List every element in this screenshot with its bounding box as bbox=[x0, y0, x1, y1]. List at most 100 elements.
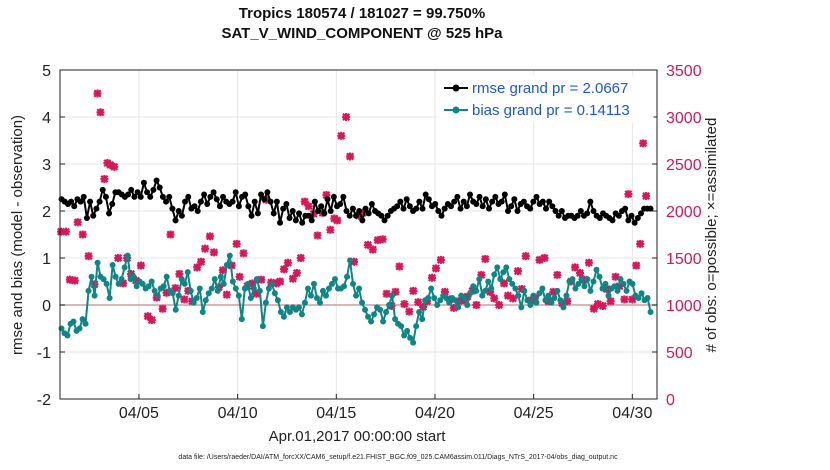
legend: rmse grand pr = 2.0667 bias grand pr = 0… bbox=[437, 75, 654, 123]
bias-point bbox=[614, 287, 621, 294]
rmse-point bbox=[406, 203, 413, 210]
bias-point bbox=[428, 285, 435, 292]
bias-point bbox=[488, 285, 495, 292]
obs-assimilated-marker bbox=[166, 230, 175, 239]
rmse-point bbox=[365, 210, 372, 217]
bias-point bbox=[389, 292, 396, 299]
rmse-point bbox=[596, 215, 603, 222]
bias-point bbox=[115, 280, 122, 287]
bias-point bbox=[443, 294, 450, 301]
rmse-point bbox=[315, 208, 322, 214]
rmse-point bbox=[590, 208, 597, 214]
obs-assimilated-marker bbox=[96, 108, 105, 117]
rmse-point bbox=[498, 198, 505, 205]
obs-assimilated-marker bbox=[500, 279, 509, 288]
bias-point bbox=[548, 299, 555, 306]
bias-point bbox=[533, 299, 540, 306]
obs-assimilated-marker bbox=[363, 240, 372, 249]
rmse-point bbox=[609, 217, 616, 224]
obs-assimilated-marker bbox=[436, 255, 445, 264]
bias-point bbox=[644, 294, 651, 301]
bias-point bbox=[365, 313, 372, 320]
bias-point bbox=[211, 276, 218, 283]
bias-point bbox=[515, 292, 522, 299]
obs-assimilated-marker bbox=[477, 270, 486, 279]
bias-point bbox=[482, 287, 489, 294]
rmse-point bbox=[210, 189, 217, 196]
obs-assimilated-marker bbox=[304, 202, 313, 211]
obs-assimilated-marker bbox=[358, 208, 367, 217]
rmse-point bbox=[153, 177, 160, 184]
bias-point bbox=[425, 294, 432, 301]
obs-assimilated-marker bbox=[468, 286, 477, 295]
bias-point bbox=[512, 285, 519, 292]
rmse-point bbox=[289, 208, 296, 214]
obs-assimilated-marker bbox=[449, 303, 458, 312]
obs-assimilated-marker bbox=[503, 291, 512, 300]
bias-point bbox=[199, 309, 206, 316]
bias-point bbox=[319, 287, 326, 294]
rmse-point bbox=[248, 212, 255, 219]
rmse-point bbox=[128, 186, 135, 193]
bias-point bbox=[169, 290, 176, 297]
y2-tick-label: 3000 bbox=[666, 110, 702, 127]
obs-assimilated-marker bbox=[326, 225, 335, 234]
rmse-point bbox=[150, 186, 157, 193]
obs-assimilated-marker bbox=[540, 254, 549, 262]
obs-assimilated-marker bbox=[158, 304, 167, 313]
rmse-point bbox=[229, 198, 236, 205]
rmse-point bbox=[549, 203, 556, 210]
bias-point bbox=[76, 325, 83, 332]
bias-point bbox=[196, 285, 203, 292]
obs-assimilated-marker bbox=[143, 312, 152, 321]
rmse-point bbox=[460, 198, 467, 205]
rmse-point bbox=[213, 196, 220, 203]
rmse-point bbox=[505, 208, 512, 214]
bias-point bbox=[139, 280, 146, 287]
bias-point bbox=[82, 320, 89, 327]
rmse-point bbox=[99, 186, 106, 193]
obs-assimilated-marker bbox=[119, 279, 128, 288]
rmse-point bbox=[175, 208, 182, 214]
obs-assimilated-marker bbox=[114, 254, 123, 262]
bias-point bbox=[118, 276, 125, 283]
obs-assimilated-marker bbox=[131, 276, 140, 285]
bias-point bbox=[250, 285, 257, 292]
rmse-point bbox=[451, 198, 458, 205]
bias-point bbox=[325, 285, 332, 292]
bias-point bbox=[271, 290, 278, 297]
rmse-point bbox=[296, 210, 303, 217]
obs-assimilated-marker bbox=[495, 301, 504, 309]
rmse-point bbox=[90, 212, 97, 219]
y-tick-label: 4 bbox=[42, 110, 51, 127]
obs-assimilated-marker bbox=[571, 263, 580, 272]
bias-point bbox=[599, 285, 606, 292]
bias-point bbox=[277, 309, 284, 316]
bias-point bbox=[371, 311, 378, 318]
obs-assimilated-marker bbox=[147, 316, 156, 325]
obs-assimilated-marker bbox=[136, 261, 145, 270]
rmse-point bbox=[353, 212, 360, 219]
obs-assimilated-marker bbox=[400, 300, 409, 309]
obs-assimilated-marker bbox=[346, 152, 355, 161]
bias-point bbox=[386, 302, 393, 308]
obs-assimilated-marker bbox=[598, 301, 607, 310]
bias-point bbox=[452, 297, 459, 304]
bias-point bbox=[184, 269, 191, 276]
rmse-point bbox=[492, 193, 499, 200]
rmse-point bbox=[637, 210, 644, 217]
bias-point bbox=[259, 323, 266, 330]
rmse-point bbox=[264, 189, 271, 196]
rmse-point bbox=[413, 205, 420, 212]
rmse-point bbox=[216, 203, 223, 210]
obs-assimilated-marker bbox=[65, 275, 74, 284]
rmse-point bbox=[448, 203, 455, 210]
bias-point bbox=[286, 309, 293, 316]
obs-assimilated-marker bbox=[252, 289, 261, 298]
y-tick-label: -2 bbox=[37, 392, 51, 409]
legend-rmse-label: rmse grand pr = 2.0667 bbox=[472, 80, 628, 97]
rmse-point bbox=[486, 205, 493, 212]
rmse-point bbox=[479, 203, 486, 210]
obs-assimilated-marker bbox=[279, 265, 288, 274]
legend-bias-marker bbox=[452, 106, 460, 114]
